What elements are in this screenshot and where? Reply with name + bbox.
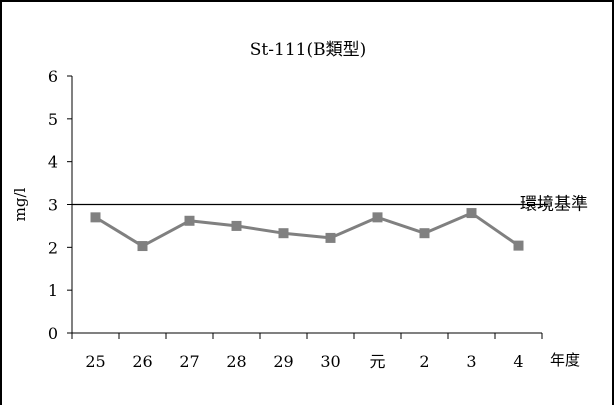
data-point-marker [419,228,430,239]
y-tick-label: 2 [48,238,58,257]
data-point-marker [466,208,477,219]
y-tick-label: 1 [48,281,58,300]
series-line [94,211,520,248]
data-point-marker [231,220,242,231]
data-point-marker [90,212,101,223]
x-tick-label: 26 [132,352,152,371]
x-tick-label: 2 [419,352,429,371]
data-point-marker [325,232,336,243]
x-tick-label: 元 [369,352,385,371]
x-axis-title: 年度 [550,351,580,369]
y-tick-label: 5 [48,110,58,129]
data-point-marker [278,228,289,239]
data-point-marker [184,215,195,226]
reference-line-label: 環境基準 [520,195,588,215]
x-tick-label: 27 [179,352,199,371]
x-tick-label: 30 [320,352,340,371]
chart-title: St-111(B類型) [250,40,366,60]
y-tick-label: 3 [48,196,58,215]
y-tick-label: 6 [48,67,58,86]
x-tick-label: 28 [226,352,246,371]
y-tick-label: 0 [48,324,58,343]
data-point-marker [513,240,524,251]
x-tick-label: 29 [273,352,293,371]
y-tick-label: 4 [48,153,58,172]
y-axis-title: mg/l [11,187,29,221]
x-tick-label: 25 [85,352,105,371]
x-tick-label: 3 [466,352,476,371]
data-point-marker [372,212,383,223]
data-point-marker [137,241,148,252]
x-tick-label: 4 [513,352,523,371]
